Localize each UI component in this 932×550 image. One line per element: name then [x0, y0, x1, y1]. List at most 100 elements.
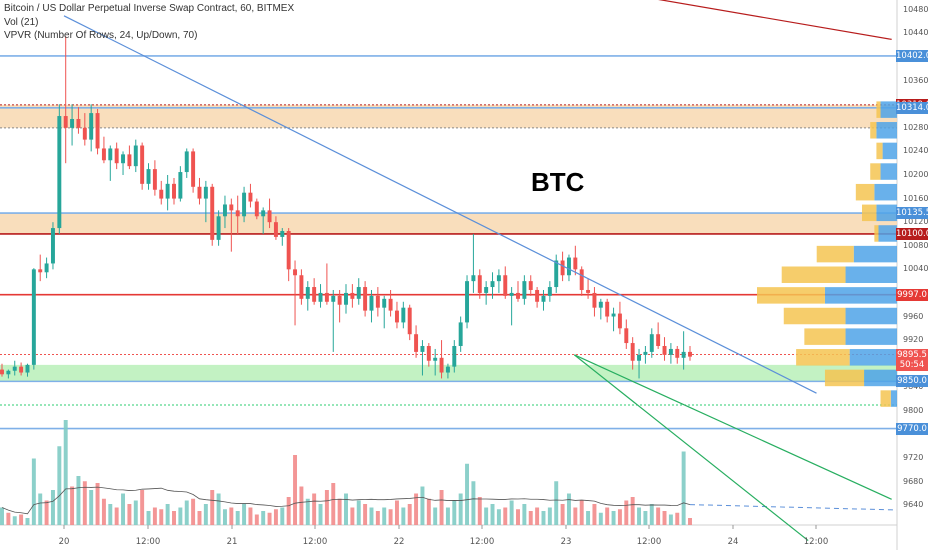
time-tick-label: 12:00 — [803, 537, 829, 547]
volume-bar — [63, 420, 68, 525]
volume-bar — [152, 507, 157, 525]
candle-body — [286, 231, 291, 270]
candle-body — [662, 346, 667, 355]
candle-body — [611, 313, 616, 317]
candle-body — [598, 301, 603, 308]
vpvr-up-bar — [880, 101, 897, 118]
price-tick-label: 9680 — [903, 476, 924, 486]
volume-bar — [458, 493, 463, 525]
candle-body — [617, 313, 622, 329]
vpvr-up-bar — [845, 328, 897, 345]
candle-body — [318, 292, 323, 302]
candle-body — [420, 346, 425, 352]
volume-bar — [57, 446, 62, 525]
candle-body — [159, 189, 164, 199]
price-label: 50:54 — [896, 359, 928, 372]
volume-bar — [89, 490, 94, 525]
time-tick-label: 12:00 — [302, 537, 328, 547]
candle-body — [401, 307, 406, 323]
price-tick-label: 10120 — [903, 217, 929, 227]
volume-bar — [662, 511, 667, 525]
volume-bar — [191, 498, 196, 525]
candle-body — [477, 275, 482, 293]
volume-bar — [649, 504, 654, 525]
candle-body — [560, 260, 565, 276]
candle-body — [452, 346, 457, 367]
time-tick-label: 23 — [560, 537, 572, 547]
candle-body — [465, 281, 470, 323]
vpvr-down-bar — [855, 183, 875, 201]
volume-bar — [76, 476, 81, 525]
volume-bar — [82, 481, 87, 525]
candle-body — [0, 369, 4, 375]
candle-body — [535, 289, 540, 302]
volume-bar — [637, 507, 642, 525]
volume-bar — [337, 498, 342, 525]
volume-indicator-label[interactable]: Vol (21) — [4, 17, 39, 28]
vpvr-down-bar — [783, 307, 846, 325]
candle-body — [38, 269, 43, 273]
volume-bar — [617, 509, 622, 525]
candle-body — [388, 298, 393, 311]
vpvr-up-bar — [876, 204, 897, 222]
volume-bar — [592, 504, 597, 525]
candle-body — [152, 169, 157, 190]
candle-body — [178, 172, 183, 199]
volume-bar — [248, 507, 253, 525]
candle-body — [375, 295, 380, 308]
volume-bar — [675, 512, 680, 525]
volume-bar — [108, 504, 113, 525]
candle-body — [248, 192, 253, 202]
volume-bar — [401, 507, 406, 525]
volume-bar — [541, 511, 546, 525]
candle-body — [216, 216, 221, 240]
candle-body — [95, 113, 100, 149]
price-label: 9770.0 — [896, 422, 928, 435]
candle-body — [165, 183, 170, 199]
candle-body — [172, 183, 176, 199]
price-tick-label: 10360 — [903, 75, 929, 85]
volume-bar — [503, 507, 508, 525]
candle-body — [356, 287, 361, 299]
volume-bar — [560, 504, 565, 525]
volume-bar — [566, 493, 571, 525]
volume-bar — [203, 504, 208, 525]
price-tick-label: 9720 — [903, 453, 924, 463]
vpvr-indicator-label[interactable]: VPVR (Number Of Rows, 24, Up/Down, 70) — [4, 30, 198, 41]
candle-body — [229, 204, 234, 211]
vpvr-down-bar — [876, 142, 883, 160]
price-label: 10402.0 — [896, 49, 932, 62]
vpvr-up-bar — [824, 287, 897, 304]
candle-body — [203, 186, 208, 199]
candle-body — [579, 269, 584, 290]
btc-annotation: BTC — [531, 167, 585, 197]
candle-body — [12, 366, 17, 371]
volume-bar — [12, 516, 17, 525]
price-label: 9850.0 — [896, 375, 928, 388]
volume-bar — [305, 498, 310, 525]
volume-bar — [312, 493, 317, 525]
candle-body — [522, 281, 527, 299]
candle-body — [484, 287, 489, 293]
candle-body — [31, 269, 36, 365]
candle-body — [267, 210, 272, 223]
trend-line — [574, 354, 892, 500]
volume-bar — [484, 507, 489, 525]
volume-bar — [522, 504, 527, 525]
volume-bar — [586, 511, 591, 525]
volume-bar — [471, 481, 476, 525]
volume-bar — [668, 514, 673, 525]
volume-bar — [605, 507, 610, 525]
candle-body — [643, 351, 648, 355]
volume-bar — [681, 451, 686, 525]
price-tick-label: 9800 — [903, 405, 924, 415]
trend-line — [573, 354, 809, 542]
volume-bar — [267, 512, 272, 525]
vpvr-up-bar — [849, 349, 897, 366]
volume-bar — [0, 507, 4, 525]
candle-body — [471, 275, 476, 282]
candle-body — [312, 287, 317, 302]
volume-bar — [6, 512, 11, 525]
candle-body — [280, 231, 285, 237]
